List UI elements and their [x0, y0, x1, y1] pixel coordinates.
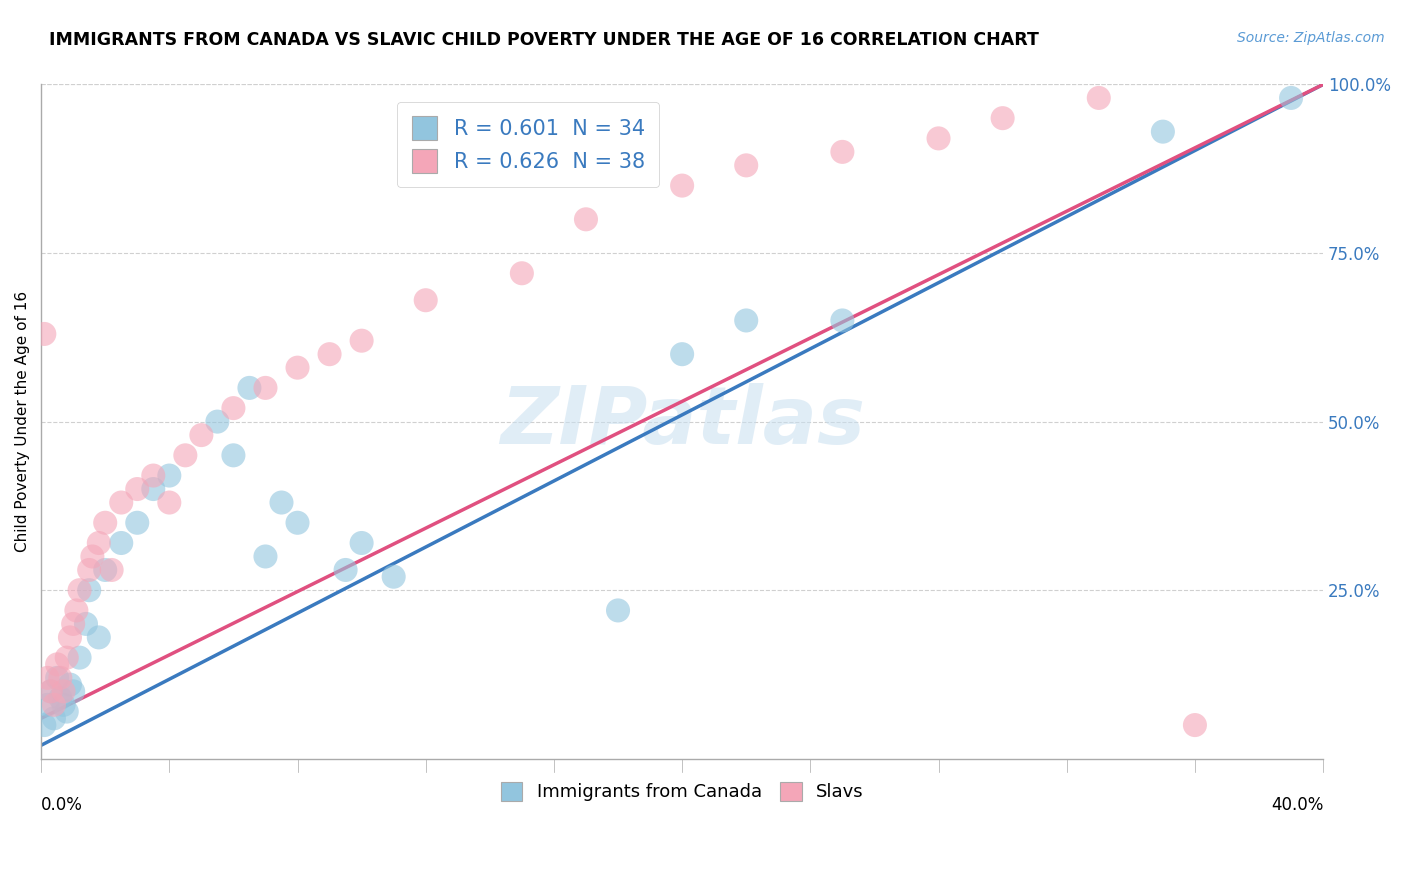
Point: [287, 516, 309, 530]
Point: [735, 313, 758, 327]
Point: [142, 468, 165, 483]
Point: [49, 671, 72, 685]
Point: [49, 691, 72, 706]
Point: [254, 549, 277, 564]
Point: [318, 347, 340, 361]
Text: IMMIGRANTS FROM CANADA VS SLAVIC CHILD POVERTY UNDER THE AGE OF 16 CORRELATION C: IMMIGRANTS FROM CANADA VS SLAVIC CHILD P…: [49, 31, 1039, 49]
Point: [39, 684, 62, 698]
Point: [62, 616, 84, 631]
Point: [34, 718, 56, 732]
Point: [174, 448, 197, 462]
Point: [87, 631, 110, 645]
Point: [55, 650, 77, 665]
Point: [831, 145, 853, 159]
Point: [127, 482, 149, 496]
Point: [287, 360, 309, 375]
Point: [831, 313, 853, 327]
Point: [69, 583, 91, 598]
Point: [42, 698, 65, 712]
Point: [190, 428, 212, 442]
Point: [75, 616, 97, 631]
Point: [575, 212, 598, 227]
Point: [928, 131, 950, 145]
Point: [415, 293, 437, 308]
Point: [157, 468, 180, 483]
Point: [55, 705, 77, 719]
Point: [127, 516, 149, 530]
Point: [607, 603, 630, 617]
Point: [46, 671, 69, 685]
Legend: Immigrants from Canada, Slavs: Immigrants from Canada, Slavs: [492, 773, 873, 811]
Point: [59, 631, 82, 645]
Point: [87, 536, 110, 550]
Point: [350, 334, 373, 348]
Point: [991, 111, 1014, 125]
Point: [142, 482, 165, 496]
Point: [59, 677, 82, 691]
Point: [100, 563, 122, 577]
Point: [157, 495, 180, 509]
Point: [1184, 718, 1206, 732]
Point: [671, 178, 693, 193]
Point: [222, 448, 245, 462]
Point: [77, 583, 100, 598]
Point: [65, 603, 87, 617]
Point: [222, 401, 245, 416]
Y-axis label: Child Poverty Under the Age of 16: Child Poverty Under the Age of 16: [15, 291, 30, 552]
Point: [62, 684, 84, 698]
Point: [1279, 91, 1302, 105]
Text: 0.0%: 0.0%: [41, 796, 83, 814]
Point: [671, 347, 693, 361]
Point: [207, 415, 229, 429]
Point: [46, 657, 69, 672]
Point: [335, 563, 357, 577]
Point: [42, 711, 65, 725]
Point: [1087, 91, 1109, 105]
Point: [1152, 125, 1174, 139]
Point: [270, 495, 292, 509]
Point: [69, 650, 91, 665]
Text: Source: ZipAtlas.com: Source: ZipAtlas.com: [1237, 31, 1385, 45]
Point: [39, 684, 62, 698]
Point: [238, 381, 260, 395]
Point: [382, 570, 405, 584]
Point: [52, 684, 75, 698]
Point: [110, 536, 132, 550]
Point: [52, 698, 75, 712]
Point: [37, 698, 59, 712]
Point: [34, 326, 56, 341]
Point: [735, 158, 758, 172]
Point: [37, 671, 59, 685]
Point: [82, 549, 104, 564]
Point: [254, 381, 277, 395]
Point: [77, 563, 100, 577]
Point: [110, 495, 132, 509]
Text: ZIPatlas: ZIPatlas: [499, 383, 865, 460]
Point: [510, 266, 533, 280]
Point: [350, 536, 373, 550]
Point: [94, 516, 117, 530]
Text: 40.0%: 40.0%: [1271, 796, 1323, 814]
Point: [94, 563, 117, 577]
